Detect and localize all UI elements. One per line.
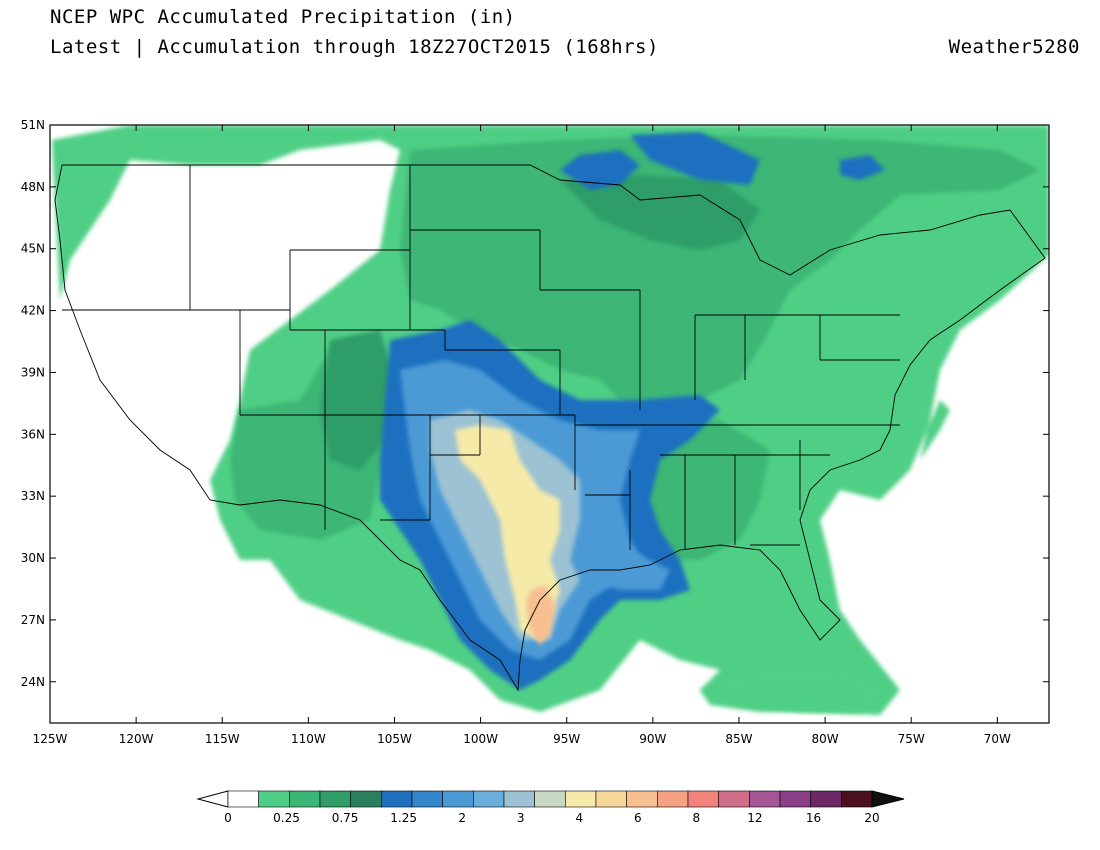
colorbar-label: 2 (458, 811, 466, 825)
lon-tick-label: 85W (725, 732, 752, 746)
precip-zone-dark-green-2 (320, 330, 395, 470)
colorbar-swatch (258, 790, 290, 808)
colorbar-swatch (473, 790, 505, 808)
colorbar-swatch (565, 790, 597, 808)
colorbar-swatch (503, 790, 535, 808)
colorbar: 0 0.25 0.75 1.25 2 3 4 6 8 12 16 20 (196, 790, 905, 825)
precip-zone-dark-green (560, 175, 760, 250)
colorbar-swatch (534, 790, 566, 808)
precip-zone-orange (526, 585, 555, 645)
lon-tick-label: 70W (984, 732, 1011, 746)
precip-zone-yellow (455, 425, 560, 640)
lat-tick-label: 48N (21, 180, 45, 194)
precip-zone-gulf (700, 670, 880, 712)
colorbar-swatch (718, 790, 750, 808)
colorbar-label: 0 (224, 811, 232, 825)
colorbar-swatch (381, 790, 413, 808)
map-title: NCEP WPC Accumulated Precipitation (in) (50, 6, 516, 28)
colorbar-label: 8 (693, 811, 701, 825)
lon-tick-label: 95W (553, 732, 580, 746)
colorbar-label: 0.25 (273, 811, 300, 825)
colorbar-swatch (289, 790, 321, 808)
colorbar-swatch (810, 790, 842, 808)
colorbar-swatch (626, 790, 658, 808)
colorbar-swatch (411, 790, 443, 808)
lon-tick-label: 80W (812, 732, 839, 746)
lon-tick-label: 90W (639, 732, 666, 746)
precip-zone-blue-north-3 (840, 155, 885, 180)
boundary-lines (54, 164, 1046, 692)
lat-tick-label: 39N (21, 365, 45, 379)
colorbar-high-arrow (871, 790, 905, 808)
lat-tick-label: 42N (21, 304, 45, 318)
colorbar-label: 1.25 (390, 811, 417, 825)
lat-tick-label: 33N (21, 489, 45, 503)
map-frame (49, 124, 1050, 724)
colorbar-swatch (227, 790, 259, 808)
precip-zone-blue-north-2 (630, 132, 760, 185)
colorbar-swatch (595, 790, 627, 808)
lon-tick-label: 115W (205, 732, 240, 746)
colorbar-swatch (749, 790, 781, 808)
colorbar-swatch (779, 790, 811, 808)
precip-zone-mid-blue-2 (590, 550, 670, 590)
colorbar-swatch (319, 790, 351, 808)
lat-tick-label: 45N (21, 242, 45, 256)
colorbar-label: 3 (517, 811, 525, 825)
colorbar-swatch (687, 790, 719, 808)
lon-tick-label: 125W (33, 732, 68, 746)
colorbar-swatch (657, 790, 689, 808)
lon-tick-label: 120W (119, 732, 154, 746)
precip-zone-medium-green (400, 135, 1040, 410)
colorbar-label: 4 (575, 811, 583, 825)
brand-label: Weather5280 (948, 36, 1080, 58)
lon-tick-label: 110W (291, 732, 326, 746)
colorbar-label: 6 (634, 811, 642, 825)
colorbar-low-arrow (196, 790, 229, 808)
lon-tick-label: 100W (463, 732, 498, 746)
colorbar-swatch (841, 790, 873, 808)
colorbar-swatch (442, 790, 474, 808)
lat-axis: 51N 48N 45N 42N 39N 36N 33N 30N 27N 24N (21, 118, 1049, 689)
colorbar-swatch (350, 790, 382, 808)
precip-fill (52, 125, 1049, 715)
lon-tick-label: 75W (898, 732, 925, 746)
lon-axis: 125W 120W 115W 110W 105W 100W 95W 90W 85W 80W 75W 7… (33, 125, 1011, 746)
lat-tick-label: 24N (21, 675, 45, 689)
lat-tick-label: 36N (21, 427, 45, 441)
precip-zone-blue-north-1 (560, 150, 640, 190)
lon-tick-label: 105W (377, 732, 412, 746)
colorbar-label: 16 (806, 811, 821, 825)
lat-tick-label: 51N (21, 118, 45, 132)
colorbar-label: 0.75 (332, 811, 359, 825)
us-outline (54, 164, 1046, 692)
lat-tick-label: 30N (21, 551, 45, 565)
colorbar-label: 12 (747, 811, 762, 825)
lat-tick-label: 27N (21, 613, 45, 627)
map-subtitle: Latest | Accumulation through 18Z27OCT20… (50, 36, 659, 58)
colorbar-label: 20 (864, 811, 879, 825)
